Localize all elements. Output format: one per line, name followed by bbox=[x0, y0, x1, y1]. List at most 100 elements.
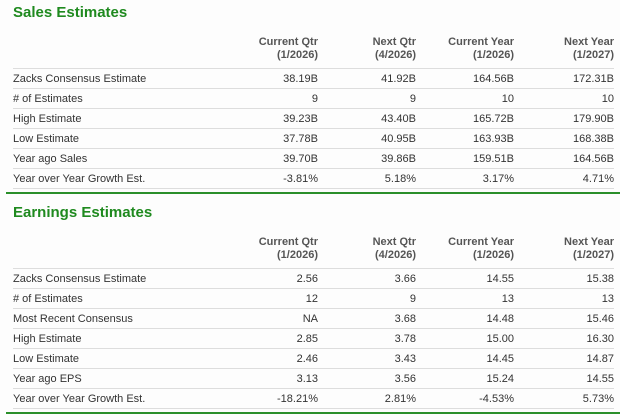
column-header: Current Year (1/2026) bbox=[416, 30, 514, 69]
table-row: # of Estimates 12 9 13 13 bbox=[13, 288, 614, 309]
row-label: Year ago Sales bbox=[13, 148, 220, 169]
cell-value: 3.13 bbox=[220, 368, 318, 389]
column-name: Current Qtr bbox=[258, 236, 318, 248]
cell-value: 2.56 bbox=[220, 268, 318, 289]
column-name: Current Qtr bbox=[258, 36, 318, 48]
row-label: Year over Year Growth Est. bbox=[13, 388, 220, 409]
column-header: Current Year (1/2026) bbox=[416, 230, 514, 269]
row-label: Low Estimate bbox=[13, 348, 220, 369]
column-name: Next Year bbox=[564, 36, 614, 48]
cell-value: 163.93B bbox=[416, 128, 514, 149]
cell-value: 10 bbox=[514, 88, 614, 109]
column-period: (1/2027) bbox=[573, 249, 614, 261]
table-row: Year over Year Growth Est. -3.81% 5.18% 3.1… bbox=[13, 168, 614, 189]
cell-value: 15.38 bbox=[514, 268, 614, 289]
cell-value: 3.17% bbox=[416, 168, 514, 189]
table-row: High Estimate 39.23B 43.40B 165.72B 179.90B bbox=[13, 108, 614, 129]
table-row: Zacks Consensus Estimate 38.19B 41.92B 164.… bbox=[13, 68, 614, 89]
cell-value: 159.51B bbox=[416, 148, 514, 169]
cell-value: 3.68 bbox=[318, 308, 416, 329]
column-period: (1/2026) bbox=[277, 49, 318, 61]
cell-value: 14.48 bbox=[416, 308, 514, 329]
column-header: Next Qtr (4/2026) bbox=[318, 30, 416, 69]
cell-value: 9 bbox=[318, 288, 416, 309]
cell-value: 2.46 bbox=[220, 348, 318, 369]
cell-value: 39.23B bbox=[220, 108, 318, 129]
cell-value: 2.81% bbox=[318, 388, 416, 409]
row-label: # of Estimates bbox=[13, 88, 220, 109]
sales-estimates-table: Current Qtr (1/2026) Next Qtr (4/2026) Curre… bbox=[13, 30, 614, 189]
row-label: Low Estimate bbox=[13, 128, 220, 149]
cell-value: 13 bbox=[416, 288, 514, 309]
row-label: Year ago EPS bbox=[13, 368, 220, 389]
cell-value: 40.95B bbox=[318, 128, 416, 149]
cell-value: 10 bbox=[416, 88, 514, 109]
column-name: Current Year bbox=[448, 236, 514, 248]
cell-value: 14.55 bbox=[416, 268, 514, 289]
table-row: # of Estimates 9 9 10 10 bbox=[13, 88, 614, 109]
cell-value: 15.24 bbox=[416, 368, 514, 389]
row-label: Zacks Consensus Estimate bbox=[13, 68, 220, 89]
column-period: (1/2026) bbox=[473, 249, 514, 261]
row-label: Year over Year Growth Est. bbox=[13, 168, 220, 189]
cell-value: -3.81% bbox=[220, 168, 318, 189]
cell-value: 5.73% bbox=[514, 388, 614, 409]
cell-value: 172.31B bbox=[514, 68, 614, 89]
cell-value: 39.70B bbox=[220, 148, 318, 169]
cell-value: 16.30 bbox=[514, 328, 614, 349]
column-name: Next Qtr bbox=[372, 236, 416, 248]
cell-value: 3.56 bbox=[318, 368, 416, 389]
section-divider bbox=[6, 192, 620, 194]
row-label: Zacks Consensus Estimate bbox=[13, 268, 220, 289]
cell-value: 3.43 bbox=[318, 348, 416, 369]
table-row: Low Estimate 37.78B 40.95B 163.93B 168.38B bbox=[13, 128, 614, 149]
cell-value: 2.85 bbox=[220, 328, 318, 349]
cell-value: 14.55 bbox=[514, 368, 614, 389]
table-row: Zacks Consensus Estimate 2.56 3.66 14.55 15.… bbox=[13, 268, 614, 289]
cell-value: 9 bbox=[318, 88, 416, 109]
sales-estimates-title: Sales Estimates bbox=[13, 4, 128, 21]
column-period: (1/2026) bbox=[473, 49, 514, 61]
column-period: (1/2027) bbox=[573, 49, 614, 61]
cell-value: 15.46 bbox=[514, 308, 614, 329]
header-row: Current Qtr (1/2026) Next Qtr (4/2026) Curre… bbox=[13, 230, 614, 269]
cell-value: 12 bbox=[220, 288, 318, 309]
cell-value: -18.21% bbox=[220, 388, 318, 409]
row-label: High Estimate bbox=[13, 328, 220, 349]
cell-value: 5.18% bbox=[318, 168, 416, 189]
cell-value: 41.92B bbox=[318, 68, 416, 89]
cell-value: 14.87 bbox=[514, 348, 614, 369]
cell-value: 15.00 bbox=[416, 328, 514, 349]
table-row: High Estimate 2.85 3.78 15.00 16.30 bbox=[13, 328, 614, 349]
cell-value: 4.71% bbox=[514, 168, 614, 189]
column-header: Next Qtr (4/2026) bbox=[318, 230, 416, 269]
cell-value: 168.38B bbox=[514, 128, 614, 149]
cell-value: NA bbox=[220, 308, 318, 329]
header-row: Current Qtr (1/2026) Next Qtr (4/2026) Curre… bbox=[13, 30, 614, 69]
column-name: Current Year bbox=[448, 36, 514, 48]
table-row: Most Recent Consensus NA 3.68 14.48 15.46 bbox=[13, 308, 614, 329]
cell-value: 43.40B bbox=[318, 108, 416, 129]
column-name: Next Qtr bbox=[372, 36, 416, 48]
earnings-estimates-title: Earnings Estimates bbox=[13, 204, 153, 221]
earnings-estimates-table: Current Qtr (1/2026) Next Qtr (4/2026) Curre… bbox=[13, 230, 614, 409]
column-period: (4/2026) bbox=[375, 249, 416, 261]
cell-value: 3.66 bbox=[318, 268, 416, 289]
row-label: High Estimate bbox=[13, 108, 220, 129]
row-label: # of Estimates bbox=[13, 288, 220, 309]
cell-value: 13 bbox=[514, 288, 614, 309]
cell-value: 14.45 bbox=[416, 348, 514, 369]
cell-value: 164.56B bbox=[514, 148, 614, 169]
cell-value: 38.19B bbox=[220, 68, 318, 89]
column-period: (4/2026) bbox=[375, 49, 416, 61]
column-name: Next Year bbox=[564, 236, 614, 248]
section-divider bbox=[6, 412, 620, 414]
header-blank bbox=[13, 30, 220, 69]
cell-value: 164.56B bbox=[416, 68, 514, 89]
cell-value: 37.78B bbox=[220, 128, 318, 149]
cell-value: -4.53% bbox=[416, 388, 514, 409]
cell-value: 9 bbox=[220, 88, 318, 109]
header-blank bbox=[13, 230, 220, 269]
table-row: Low Estimate 2.46 3.43 14.45 14.87 bbox=[13, 348, 614, 369]
table-row: Year ago Sales 39.70B 39.86B 159.51B 164.56B bbox=[13, 148, 614, 169]
